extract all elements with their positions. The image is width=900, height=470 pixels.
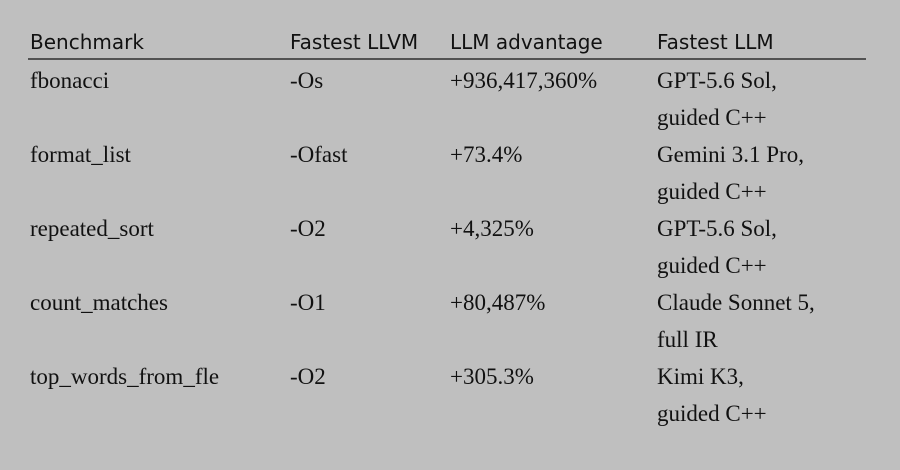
cell: top_words_from_fle bbox=[30, 364, 219, 389]
cell-line: Claude Sonnet 5, bbox=[657, 290, 815, 315]
cell-line: guided C++ bbox=[657, 401, 767, 426]
cell: -O2 bbox=[290, 216, 326, 241]
cell: +4,325% bbox=[450, 216, 534, 241]
cell: -O1 bbox=[290, 290, 326, 315]
cell-line: Kimi K3, bbox=[657, 364, 744, 389]
header-cell: Fastest LLVM bbox=[290, 30, 418, 54]
cell: +73.4% bbox=[450, 142, 522, 167]
cell: format_list bbox=[30, 142, 132, 167]
header-cell: Benchmark bbox=[30, 30, 144, 54]
cell-line: GPT-5.6 Sol, bbox=[657, 216, 777, 241]
cell: repeated_sort bbox=[30, 216, 154, 241]
cell-line: guided C++ bbox=[657, 105, 767, 130]
cell: +80,487% bbox=[450, 290, 545, 315]
cell: -Os bbox=[290, 68, 323, 93]
cell: +305.3% bbox=[450, 364, 534, 389]
header-cell: Fastest LLM bbox=[657, 30, 774, 54]
cell-line: guided C++ bbox=[657, 253, 767, 278]
cell: -O2 bbox=[290, 364, 326, 389]
cell-line: guided C++ bbox=[657, 179, 767, 204]
cell-line: GPT-5.6 Sol, bbox=[657, 68, 777, 93]
cell: -Ofast bbox=[290, 142, 348, 167]
cell-line: Gemini 3.1 Pro, bbox=[657, 142, 804, 167]
cell: fbonacci bbox=[30, 68, 109, 93]
header-cell: LLM advantage bbox=[450, 30, 603, 54]
cell-line: full IR bbox=[657, 327, 718, 352]
cell: count_matches bbox=[30, 290, 168, 315]
cell: +936,417,360% bbox=[450, 68, 597, 93]
